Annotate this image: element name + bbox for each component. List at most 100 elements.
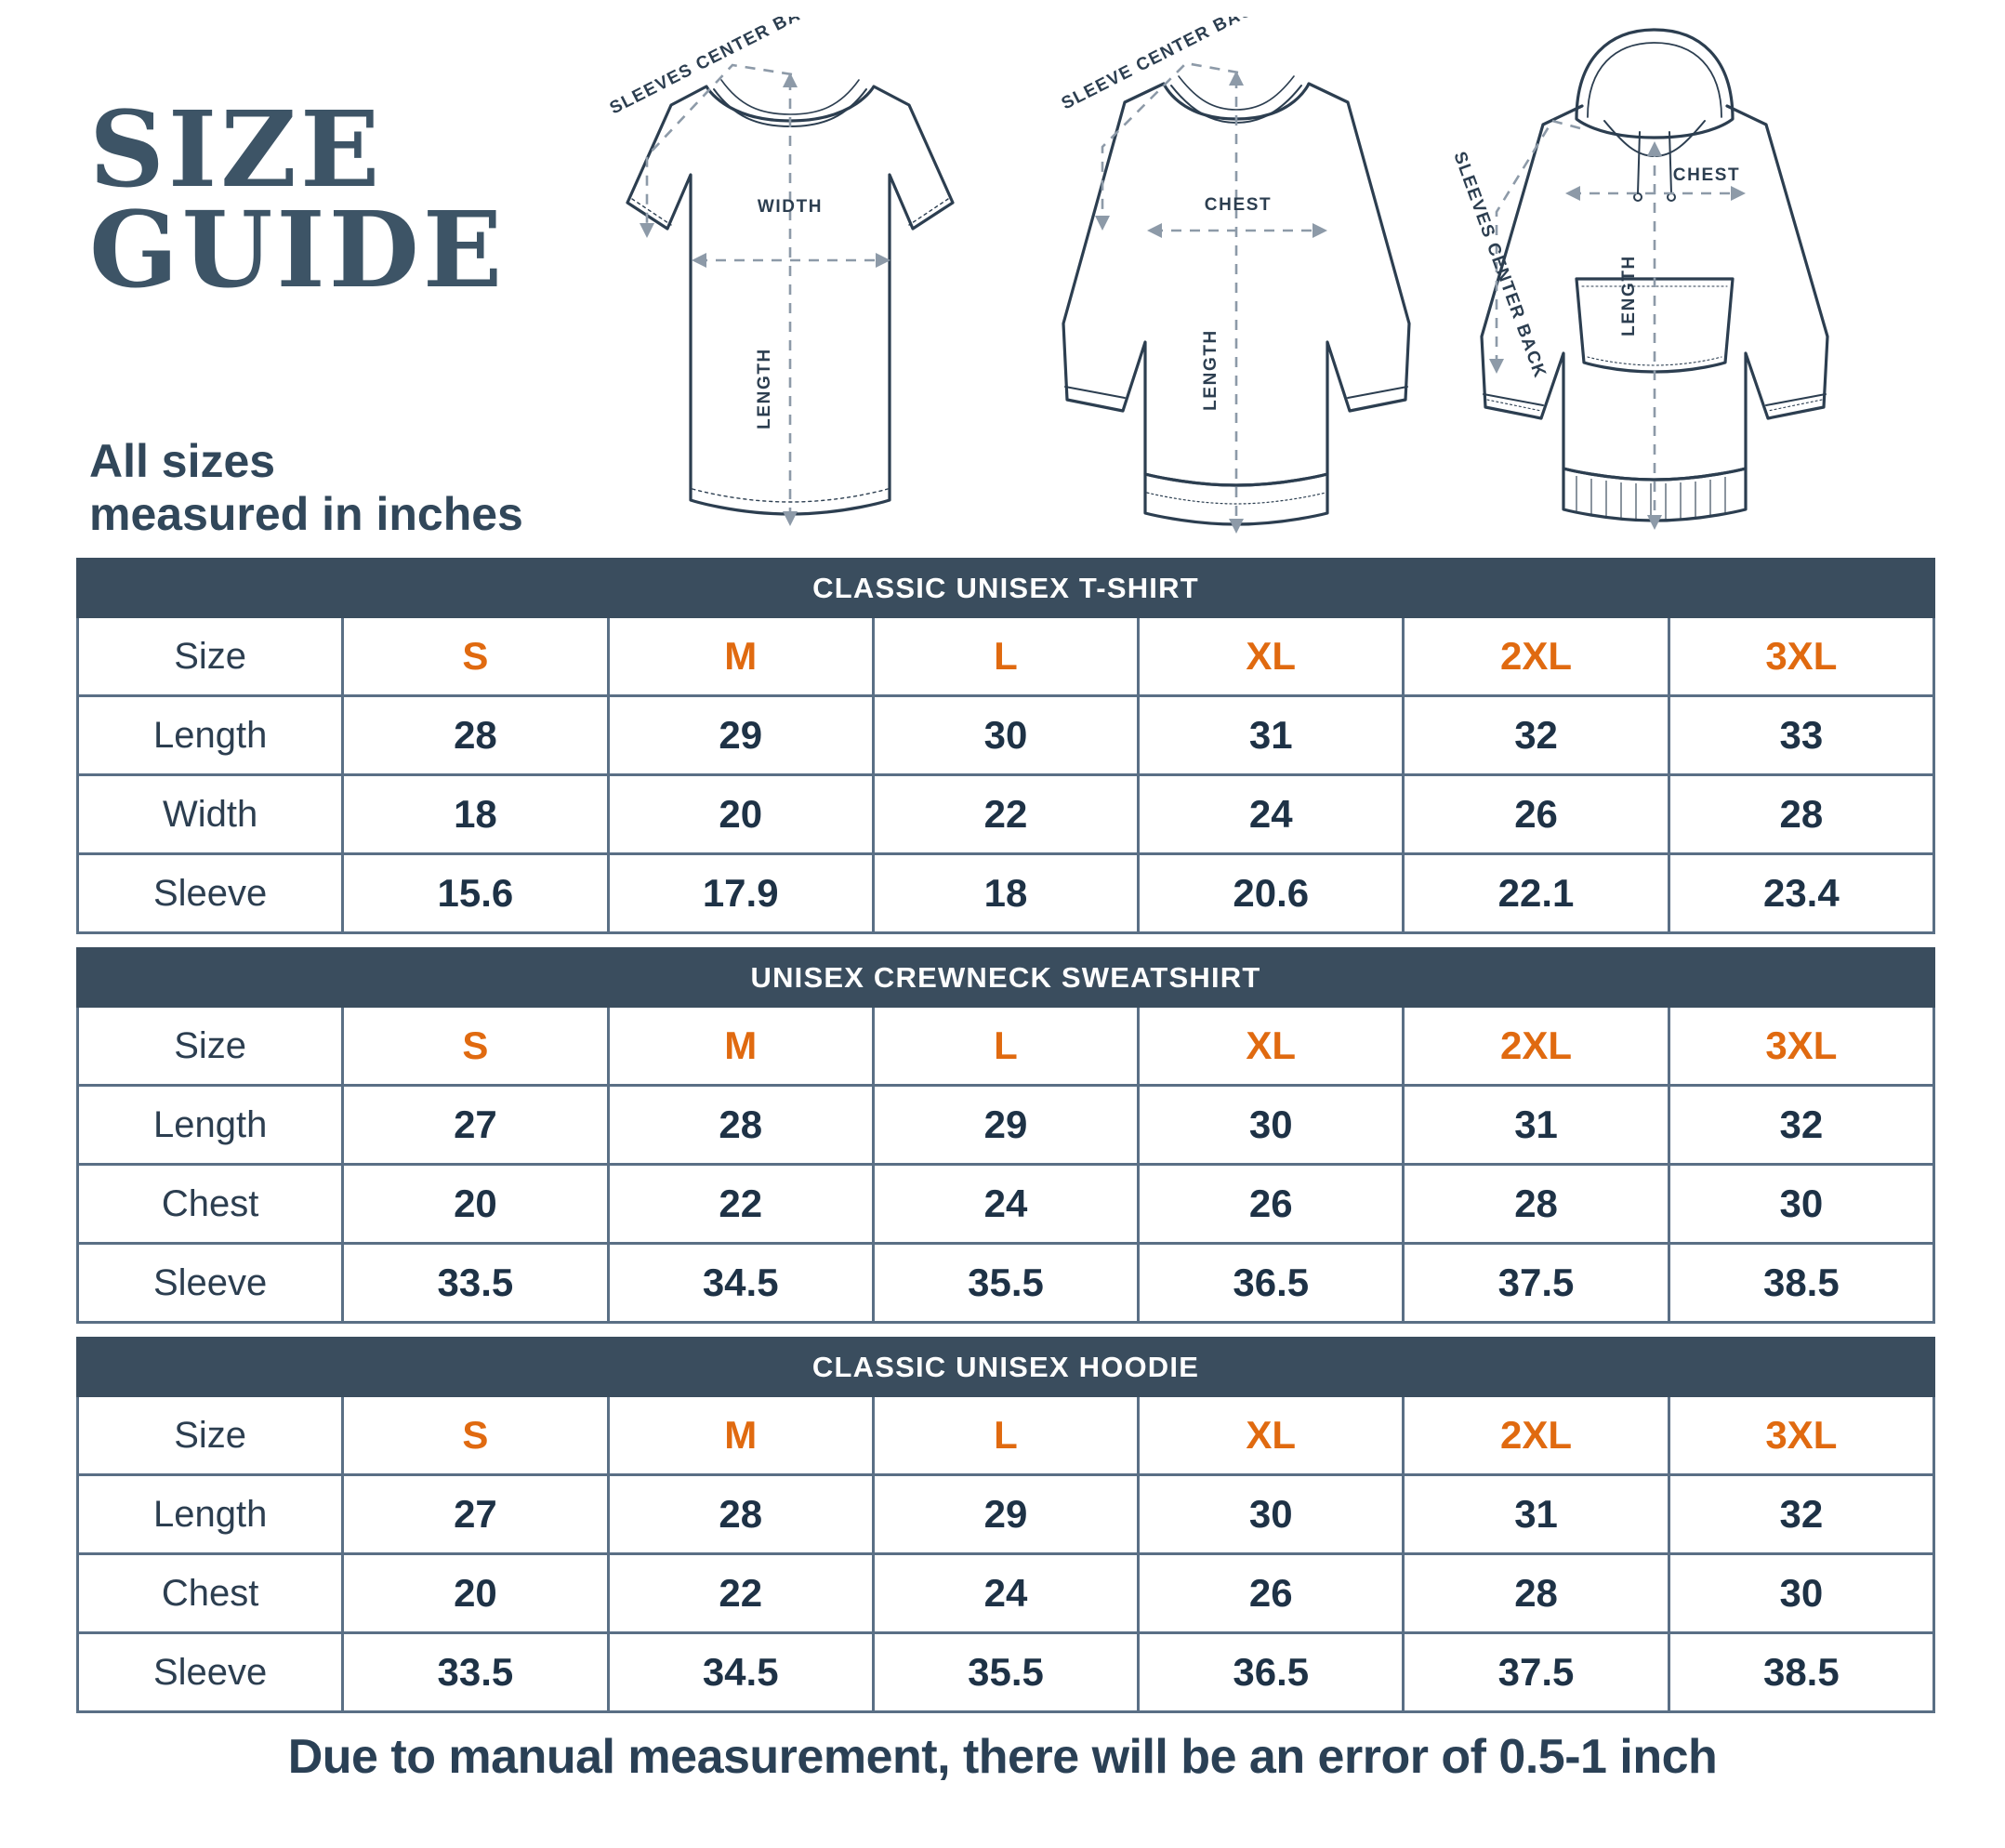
subtitle: All sizes measured in inches — [89, 435, 647, 541]
cell: 31 — [1402, 1084, 1670, 1166]
cell: 29 — [871, 1084, 1141, 1166]
subtitle-line-2: measured in inches — [89, 488, 523, 540]
cell: 26 — [1402, 773, 1670, 855]
size-header-s: S — [341, 1394, 610, 1476]
row-label: Sleeve — [75, 1631, 345, 1713]
cell: 32 — [1667, 1084, 1936, 1166]
cell: 23.4 — [1667, 852, 1936, 934]
crewneck-chest-label: CHEST — [1205, 195, 1272, 215]
cell: 26 — [1137, 1163, 1405, 1245]
page-title-line-1: SIZE — [89, 89, 384, 211]
table-row-sizes: Size S M L XL 2XL 3XL — [75, 1005, 1936, 1087]
page-title: SIZE GUIDE — [89, 89, 610, 311]
size-header-3xl: 3XL — [1667, 615, 1936, 697]
cell: 37.5 — [1402, 1631, 1670, 1713]
row-label: Chest — [75, 1163, 345, 1245]
cell: 36.5 — [1137, 1242, 1405, 1324]
cell: 28 — [341, 694, 610, 776]
cell: 18 — [341, 773, 610, 855]
hoodie-chest-label: CHEST — [1673, 165, 1740, 185]
cell: 32 — [1402, 694, 1670, 776]
cell: 35.5 — [871, 1242, 1141, 1324]
page-title-line-2: GUIDE — [89, 189, 507, 311]
size-header-2xl: 2XL — [1402, 1005, 1670, 1087]
cell: 28 — [1402, 1163, 1670, 1245]
cell: 17.9 — [606, 852, 875, 934]
hoodie-sleeve-label: SLEEVES CENTER BACK — [1449, 150, 1550, 381]
size-tables: CLASSIC UNISEX T-SHIRT Size S M L XL 2XL… — [75, 558, 1936, 1726]
row-label: Sleeve — [75, 1242, 345, 1324]
table-row: Sleeve 15.6 17.9 18 20.6 22.1 23.4 — [75, 852, 1936, 934]
t-shirt-sleeve-label: SLEEVES CENTER BACK — [607, 17, 829, 118]
row-label-size: Size — [75, 1394, 345, 1476]
cell: 28 — [1402, 1552, 1670, 1634]
cell: 30 — [1667, 1163, 1936, 1245]
cell: 30 — [1667, 1552, 1936, 1634]
size-header-2xl: 2XL — [1402, 1394, 1670, 1476]
table-title: CLASSIC UNISEX HOODIE — [76, 1337, 1935, 1397]
row-label: Width — [75, 773, 345, 855]
row-label: Chest — [75, 1552, 345, 1634]
size-header-m: M — [606, 1394, 875, 1476]
hoodie-length-label: LENGTH — [1619, 255, 1639, 337]
t-shirt-length-label: LENGTH — [755, 348, 774, 429]
table-row: Sleeve 33.5 34.5 35.5 36.5 37.5 38.5 — [75, 1242, 1936, 1324]
subtitle-line-1: All sizes — [89, 435, 276, 487]
size-header-3xl: 3XL — [1667, 1394, 1936, 1476]
cell: 33.5 — [341, 1242, 610, 1324]
size-header-l: L — [871, 615, 1141, 697]
cell: 28 — [606, 1084, 875, 1166]
cell: 37.5 — [1402, 1242, 1670, 1324]
cell: 32 — [1667, 1473, 1936, 1555]
size-header-m: M — [606, 1005, 875, 1087]
cell: 20 — [341, 1163, 610, 1245]
cell: 30 — [1137, 1084, 1405, 1166]
cell: 35.5 — [871, 1631, 1141, 1713]
size-header-m: M — [606, 615, 875, 697]
cell: 24 — [871, 1552, 1141, 1634]
cell: 31 — [1402, 1473, 1670, 1555]
table-row: Length 28 29 30 31 32 33 — [75, 694, 1936, 776]
classic-unisex-t-shirt-diagram: WIDTH LENGTH SLEEVES CENTER BACK — [558, 17, 1022, 556]
row-label: Length — [75, 694, 345, 776]
cell: 24 — [1137, 773, 1405, 855]
row-label-size: Size — [75, 1005, 345, 1087]
table-row-sizes: Size S M L XL 2XL 3XL — [75, 1394, 1936, 1476]
size-table-crewneck-sweatshirt: UNISEX CREWNECK SWEATSHIRT Size S M L XL… — [75, 947, 1936, 1324]
cell: 30 — [1137, 1473, 1405, 1555]
size-table-t-shirt: CLASSIC UNISEX T-SHIRT Size S M L XL 2XL… — [75, 558, 1936, 934]
table-row: Sleeve 33.5 34.5 35.5 36.5 37.5 38.5 — [75, 1631, 1936, 1713]
cell: 33.5 — [341, 1631, 610, 1713]
header: SIZE GUIDE All sizes measured in inches — [0, 0, 2005, 558]
size-header-xl: XL — [1137, 1005, 1405, 1087]
unisex-crewneck-sweatshirt-diagram: CHEST LENGTH SLEEVE CENTER BACK — [1022, 17, 1450, 556]
row-label-size: Size — [75, 615, 345, 697]
size-header-s: S — [341, 615, 610, 697]
table-row: Width 18 20 22 24 26 28 — [75, 773, 1936, 855]
t-shirt-width-label: WIDTH — [758, 197, 823, 217]
size-header-xl: XL — [1137, 615, 1405, 697]
table-title-row: CLASSIC UNISEX T-SHIRT — [76, 558, 1935, 618]
cell: 36.5 — [1137, 1631, 1405, 1713]
size-header-xl: XL — [1137, 1394, 1405, 1476]
cell: 38.5 — [1667, 1631, 1936, 1713]
cell: 22 — [606, 1163, 875, 1245]
crewneck-sleeve-label: SLEEVE CENTER BACK — [1059, 17, 1270, 113]
table-title-row: UNISEX CREWNECK SWEATSHIRT — [76, 947, 1935, 1008]
cell: 30 — [871, 694, 1141, 776]
table-row: Length 27 28 29 30 31 32 — [75, 1473, 1936, 1555]
table-row-sizes: Size S M L XL 2XL 3XL — [75, 615, 1936, 697]
cell: 28 — [606, 1473, 875, 1555]
row-label: Length — [75, 1473, 345, 1555]
cell: 20.6 — [1137, 852, 1405, 934]
size-header-l: L — [871, 1394, 1141, 1476]
table-row: Chest 20 22 24 26 28 30 — [75, 1163, 1936, 1245]
size-header-l: L — [871, 1005, 1141, 1087]
cell: 15.6 — [341, 852, 610, 934]
cell: 22.1 — [1402, 852, 1670, 934]
cell: 22 — [871, 773, 1141, 855]
table-row: Chest 20 22 24 26 28 30 — [75, 1552, 1936, 1634]
cell: 29 — [871, 1473, 1141, 1555]
cell: 31 — [1137, 694, 1405, 776]
